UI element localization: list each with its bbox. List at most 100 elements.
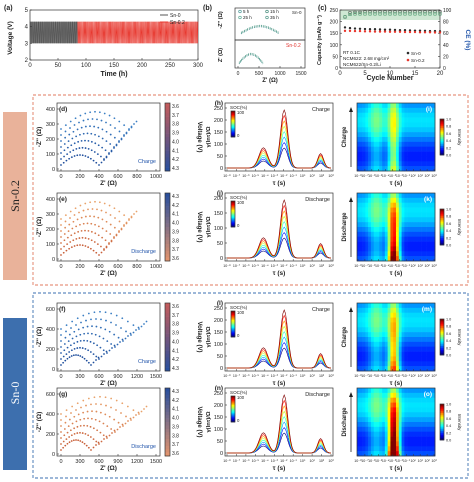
heatmap-cell: [432, 346, 436, 352]
nyquist-point: [123, 214, 126, 217]
heatmap-cell: [390, 141, 394, 148]
heatmap-cell: [401, 151, 405, 157]
heatmap-cell: [412, 202, 416, 208]
heatmap-cell: [359, 422, 363, 428]
heatmap-cell: [404, 402, 408, 408]
y-axis-label: -Z'' (Ω): [218, 11, 224, 29]
heatmap-cell: [390, 446, 394, 452]
heatmap-cell: [418, 351, 422, 357]
heatmap-cell: [426, 412, 430, 418]
heatmap-cell: [362, 322, 366, 328]
nyquist-point: [91, 325, 93, 328]
nyquist-point: [113, 429, 116, 432]
heatmap-cell: [423, 332, 427, 338]
heatmap-cell: [368, 322, 372, 328]
heatmap-cell: [382, 161, 386, 167]
heatmap-cell: [409, 117, 414, 123]
heatmap-cell: [409, 426, 414, 433]
heatmap-cell: [421, 217, 425, 223]
nyquist-point: [98, 358, 100, 360]
colorbar-segment: [440, 147, 444, 150]
heatmap-cell: [432, 417, 436, 423]
x-tick-label: 10⁻¹: [290, 459, 298, 463]
heatmap-cell: [404, 132, 408, 138]
ce-point-sn02: [378, 12, 382, 16]
heatmap-cell: [398, 217, 402, 223]
heatmap-cell: [426, 231, 430, 238]
heatmap-cell: [418, 231, 422, 238]
nyquist-point: [92, 249, 95, 252]
heatmap-cell: [396, 141, 400, 148]
colorbar-segment: [231, 326, 235, 329]
heatmap-cell: [398, 103, 402, 109]
heatmap-cell: [362, 441, 366, 447]
nyquist-point: [60, 431, 62, 433]
heatmap-cell: [407, 392, 411, 399]
heatmap-cell: [418, 112, 422, 118]
heatmap-cell: [357, 392, 361, 399]
nyquist-point: [86, 325, 89, 328]
heatmap-cell: [379, 327, 383, 333]
heatmap-cell: [423, 366, 427, 372]
x-tick-label: 10³: [328, 459, 334, 463]
heatmap-cell: [426, 151, 430, 157]
heatmap-cell: [412, 407, 416, 413]
heatmap-cell: [398, 127, 402, 133]
heatmap-cell: [423, 197, 427, 204]
heatmap-cell: [409, 431, 414, 437]
capacity-point-sn0: [388, 28, 392, 31]
colorbar-tick-label: 4.1: [172, 148, 179, 154]
heatmap-cell: [429, 141, 433, 148]
nyquist-point: [75, 409, 77, 411]
heatmap-cell: [432, 241, 436, 247]
nyquist-point: [110, 321, 112, 324]
capacity-point-sn02: [408, 30, 412, 34]
heatmap-cell: [368, 103, 372, 109]
nyquist-point: [90, 149, 93, 152]
y-tick-label: 100: [214, 142, 223, 148]
x-tick-label: 10³: [328, 374, 334, 378]
colorbar-segment: [165, 405, 170, 409]
heatmap-cell: [393, 407, 397, 413]
heatmap-cell: [362, 156, 366, 162]
colorbar-tick-label: 0.2: [446, 346, 451, 350]
heatmap-cell: [404, 332, 408, 338]
heatmap-cell: [357, 117, 361, 123]
heatmap-cell: [429, 317, 433, 323]
heatmap-cell: [365, 327, 369, 333]
heatmap-cell: [407, 197, 411, 204]
nyquist-point: [117, 421, 120, 424]
colorbar-segment: [231, 419, 235, 421]
nyquist-point: [124, 337, 127, 340]
nyquist-point: [132, 416, 135, 419]
heatmap-cell: [432, 312, 436, 318]
x-tick-label: 500: [255, 71, 264, 77]
nyquist-point: [113, 207, 116, 210]
heatmap-cell: [426, 426, 430, 433]
heatmap-cell: [429, 346, 433, 352]
heatmap-cell: [412, 251, 416, 257]
nyquist-point: [84, 147, 87, 149]
heatmap-cell: [382, 322, 386, 328]
heatmap-cell: [407, 202, 411, 208]
heatmap-cell: [376, 132, 380, 138]
heatmap-cell: [409, 388, 414, 394]
heatmap-cell: [370, 322, 375, 328]
heatmap-cell: [426, 441, 430, 447]
nyquist-point: [127, 420, 129, 422]
nyquist-point: [104, 396, 107, 399]
colorbar-segment: [440, 124, 444, 127]
heatmap-cell: [384, 436, 388, 442]
heatmap-cell: [423, 436, 427, 442]
heatmap-cell: [429, 356, 433, 362]
heatmap-cell: [396, 317, 400, 323]
y-axis-label: Discharge: [342, 212, 348, 242]
colorbar-segment: [165, 449, 170, 453]
capacity-point-sn02: [428, 31, 432, 34]
nyquist-arc-sn02: [238, 54, 264, 65]
nyquist-point: [77, 328, 80, 331]
x-tick-label: 100: [81, 63, 92, 69]
heatmap-cell: [415, 341, 419, 348]
heatmap-cell: [418, 137, 422, 143]
heatmap-cell: [370, 402, 375, 408]
